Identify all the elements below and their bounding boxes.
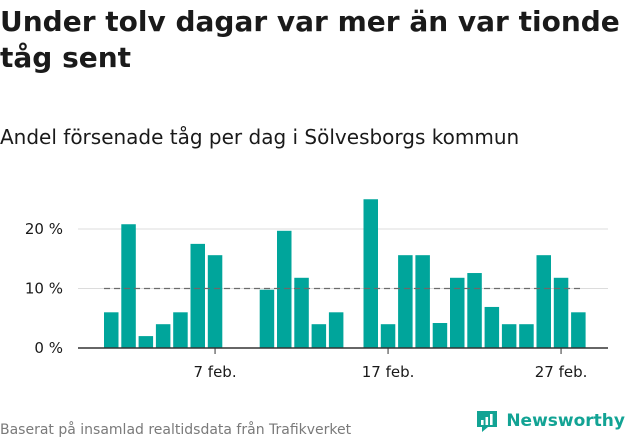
bar	[363, 199, 378, 348]
brand-logo: Newsworthy	[474, 408, 625, 434]
bar	[536, 255, 551, 348]
bar	[380, 324, 396, 348]
bar	[467, 273, 482, 348]
bar-chart: 0 % 10 % 20 % 7 feb. 17 feb. 27 feb.	[25, 199, 608, 381]
y-tick-label: 20 %	[25, 220, 63, 238]
bar	[207, 255, 223, 348]
bar	[138, 336, 154, 348]
chart-subtitle: Andel försenade tåg per dag i Sölvesborg…	[0, 125, 520, 149]
bar	[450, 277, 465, 348]
bar	[501, 324, 517, 348]
bar	[553, 277, 569, 348]
bar	[328, 312, 344, 348]
y-tick-label: 0 %	[34, 339, 63, 357]
bar	[155, 324, 171, 348]
bar	[190, 243, 205, 348]
bar	[432, 323, 448, 348]
bar	[294, 277, 309, 348]
source-note: Baserat på insamlad realtidsdata från Tr…	[0, 422, 352, 438]
chart-title: Under tolv dagar var mer än var tionde t…	[0, 5, 620, 74]
bar	[415, 255, 430, 348]
x-tick-label: 17 feb.	[362, 363, 415, 381]
bar	[571, 312, 586, 348]
y-tick-label: 10 %	[25, 280, 63, 298]
bar	[519, 324, 534, 348]
bar	[311, 324, 327, 348]
bar	[121, 224, 136, 348]
bar	[259, 289, 275, 348]
bar	[484, 306, 500, 348]
bar	[277, 230, 292, 348]
bar	[173, 312, 188, 348]
x-tick-label: 27 feb.	[535, 363, 588, 381]
bar	[398, 255, 413, 348]
brand-name: Newsworthy	[506, 411, 625, 431]
bar	[104, 312, 119, 348]
x-tick-label: 7 feb.	[193, 363, 236, 381]
newsworthy-logo-icon	[477, 411, 498, 432]
